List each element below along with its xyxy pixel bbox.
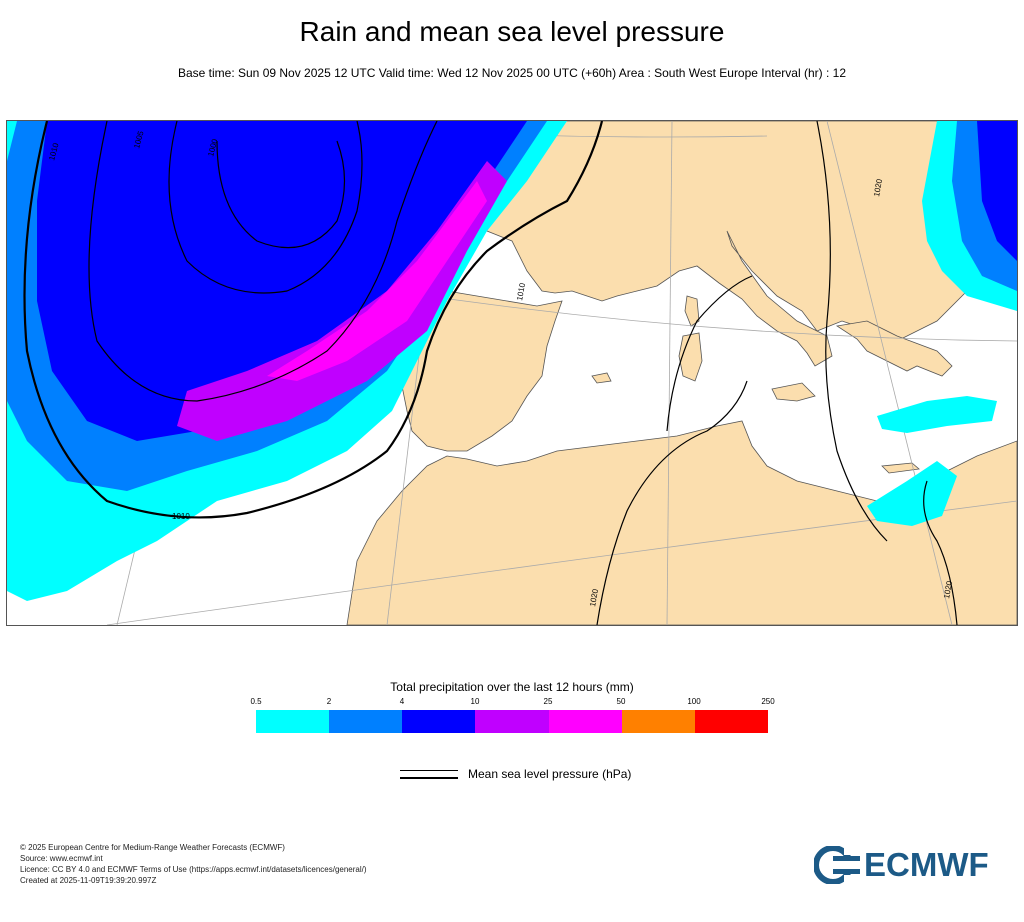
scale-segment: [256, 710, 330, 733]
isobar-1020-se: [923, 480, 958, 625]
precip-purple: [177, 161, 507, 441]
scale-tick-label: 250: [761, 697, 775, 706]
scale-tick-label: 50: [616, 697, 626, 706]
footer-licence: Licence: CC BY 4.0 and ECMWF Terms of Us…: [20, 865, 367, 874]
isobar-label: 1010: [172, 512, 190, 521]
land-corsica: [684, 295, 700, 327]
ecmwf-logo-text: ECMWF: [864, 846, 989, 883]
land-balearic: [591, 372, 612, 384]
precip-cyan-med: [877, 396, 997, 433]
precip-legend-title: Total precipitation over the last 12 hou…: [390, 680, 634, 694]
weather-map: 1010 1005 1000 1010 1010 1020 1020 1020: [6, 120, 1018, 626]
scale-segment: [621, 710, 695, 733]
precip-magenta: [267, 181, 487, 381]
ecmwf-logo: ECMWF: [813, 845, 1006, 885]
isobar-label: 1010: [515, 282, 527, 302]
scale-tick-label: 100: [687, 697, 701, 706]
chart-title: Rain and mean sea level pressure: [299, 16, 725, 47]
footer-source: Source: www.ecmwf.int: [20, 854, 103, 863]
scale-segment: [402, 710, 476, 733]
precip-darkblue-east: [977, 121, 1017, 261]
precip-cyan-libya: [867, 461, 957, 526]
scale-segment: [694, 710, 768, 733]
isobar-995: [216, 140, 346, 249]
chart-subtitle: Base time: Sun 09 Nov 2025 12 UTC Valid …: [177, 66, 846, 80]
land-areas: [346, 121, 1017, 625]
scale-segment: [329, 710, 403, 733]
scale-segment: [548, 710, 622, 733]
isobar-1000: [168, 121, 363, 294]
footer-copyright: © 2025 European Centre for Medium-Range …: [20, 843, 285, 852]
isobar-label: 1020: [872, 178, 884, 198]
isobar-1010-bold: [23, 121, 604, 519]
isobar-1020-med: [666, 275, 753, 432]
ecmwf-logo-icon: [813, 845, 860, 885]
precipitation-field: [7, 121, 1017, 601]
precip-color-scale: [256, 710, 768, 733]
pressure-legend-line: [400, 768, 458, 780]
scale-segment: [475, 710, 549, 733]
isobar-1005: [88, 121, 438, 402]
land-crete: [881, 462, 920, 474]
scale-tick-label: 2: [326, 697, 332, 706]
isobar-lines: [23, 121, 958, 625]
scale-tick-label: 25: [543, 697, 553, 706]
precip-blue: [37, 121, 527, 441]
isobar-labels: 1010 1005 1000 1010 1010 1020 1020 1020: [47, 129, 954, 607]
isobar-1020-africa: [596, 380, 748, 625]
land-balkans: [835, 320, 953, 377]
scale-tick-label: 10: [470, 697, 480, 706]
pressure-legend-label: Mean sea level pressure (hPa): [468, 767, 632, 781]
isobar-1020-east: [816, 121, 888, 542]
land-sardinia: [678, 332, 703, 382]
precip-cyan-west: [7, 511, 57, 581]
land-sicily: [771, 382, 816, 402]
scale-tick-label: 0.5: [250, 697, 262, 706]
footer-created: Created at 2025-11-09T19:39:20.997Z: [20, 876, 157, 885]
footer-credits: © 2025 European Centre for Medium-Range …: [20, 842, 367, 886]
isobar-label: 1020: [942, 580, 954, 600]
isobar-label: 1020: [588, 588, 600, 608]
scale-tick-label: 4: [399, 697, 405, 706]
